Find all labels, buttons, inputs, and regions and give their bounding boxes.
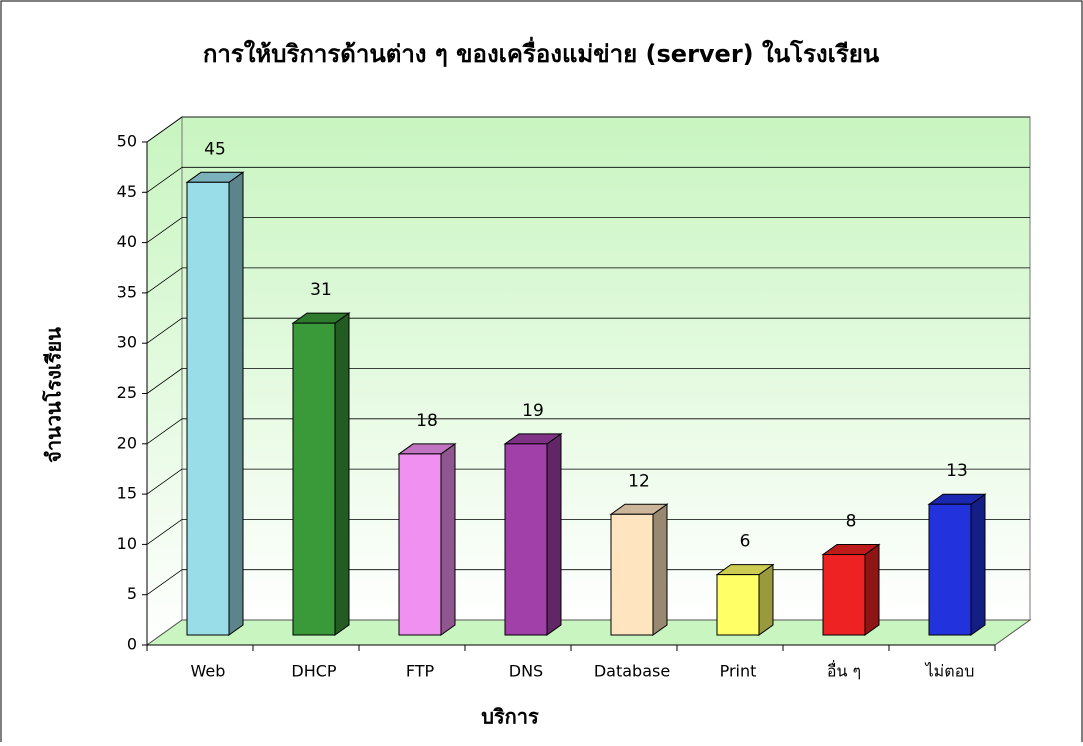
bar [716,574,760,636]
y-tick-label: 50 [117,132,137,151]
y-tick-label: 20 [117,433,137,452]
value-label: 45 [204,139,226,159]
x-tick-label: ไม่ตอบ [924,662,975,681]
bar-side [228,171,244,636]
bar-side [334,312,350,636]
bar [504,443,548,636]
x-tick-label: Web [191,662,226,681]
y-tick-label: 25 [117,383,137,402]
grid-line [146,569,183,596]
bar-side [758,563,774,636]
y-tick-label: 5 [127,584,137,603]
x-tick-label: DHCP [291,662,337,681]
grid-line [146,116,183,143]
x-tick-label: Database [594,662,670,681]
value-label: 19 [522,401,544,421]
x-axis-title: บริการ [481,705,539,729]
value-label: 12 [628,471,650,491]
y-tick-label: 30 [117,333,137,352]
value-label: 13 [946,461,968,481]
grid-line [146,267,183,294]
chart-title: การให้บริการด้านต่าง ๆ ของเครื่องแม่ข่าย… [203,36,880,68]
y-axis-title: จำนวนโรงเรียน [42,327,66,463]
bar-side [652,503,668,636]
y-tick-label: 0 [127,635,137,654]
y-tick-label: 35 [117,282,137,301]
bar-side [864,543,880,636]
bar-side [546,432,562,636]
grid-line [146,519,183,545]
x-tick-label: FTP [406,662,435,681]
y-tick-label: 10 [117,534,137,553]
y-tick-label: 45 [117,182,137,201]
grid-line [146,166,183,193]
grid-line [146,468,183,495]
bar [398,453,442,636]
bar [186,181,230,636]
bar [928,503,972,636]
floor [145,619,1032,646]
bar [610,513,654,636]
bar-side [440,442,456,636]
x-tick-label: อื่น ๆ [827,660,861,681]
x-tick-label: DNS [509,662,543,681]
value-label: 8 [846,512,857,532]
y-tick-label: 40 [117,232,137,251]
bar [822,554,866,636]
x-tick-label: Print [720,662,757,681]
bar-side [970,493,986,636]
value-label: 18 [416,411,438,431]
grid-line [146,217,183,243]
bar [292,322,336,636]
grid-line [146,317,183,344]
y-tick-label: 15 [117,484,137,503]
value-label: 31 [310,280,332,300]
grid-line [146,368,183,394]
value-label: 6 [740,532,751,552]
grid-line [146,418,183,445]
